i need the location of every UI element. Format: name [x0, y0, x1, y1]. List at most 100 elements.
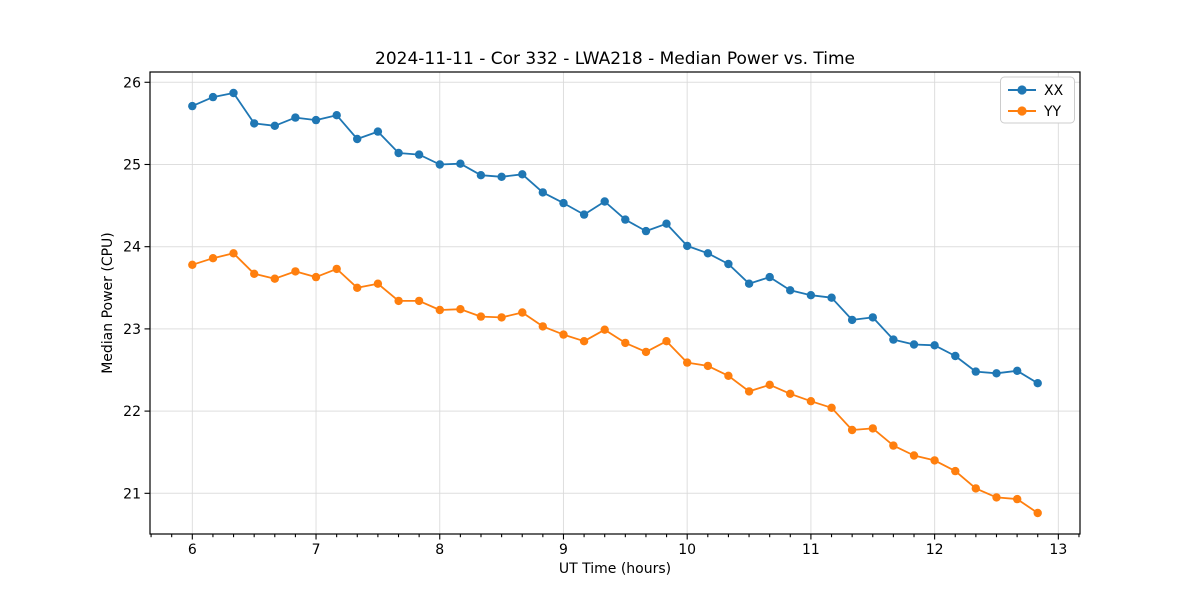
x-tick-label: 13 [1049, 542, 1067, 558]
data-point-xx [703, 249, 713, 258]
data-point-xx [456, 159, 465, 168]
y-tick-label: 23 [123, 322, 141, 338]
data-point-yy [291, 267, 300, 276]
x-tick-label: 7 [312, 542, 321, 558]
legend-marker [1017, 85, 1027, 95]
data-point-xx [641, 226, 651, 236]
data-point-yy [930, 456, 939, 465]
x-tick-label: 12 [926, 542, 944, 558]
data-point-yy [518, 308, 527, 317]
legend-box [1000, 76, 1075, 124]
data-point-xx [538, 188, 547, 197]
data-point-yy [827, 403, 836, 412]
data-point-xx [909, 340, 919, 349]
data-point-xx [332, 111, 341, 120]
data-point-yy [208, 254, 218, 263]
data-point-xx [1033, 379, 1042, 388]
data-point-xx [971, 367, 980, 376]
data-point-yy [806, 397, 816, 406]
data-point-xx [373, 127, 383, 136]
x-axis-label: UT Time (hours) [559, 561, 671, 577]
data-point-yy [744, 387, 754, 396]
data-point-xx [724, 259, 733, 269]
x-tick-label: 6 [188, 542, 197, 558]
data-point-yy [786, 389, 795, 398]
data-point-xx [889, 335, 898, 344]
data-point-yy [188, 260, 197, 269]
data-point-yy [1013, 494, 1022, 504]
data-point-xx [827, 293, 836, 302]
data-point-xx [847, 315, 857, 325]
series-markers-xx [188, 88, 1042, 388]
chart-title: 2024-11-11 - Cor 332 - LWA218 - Median P… [375, 49, 855, 69]
data-point-xx [208, 92, 218, 102]
legend-marker [1017, 106, 1027, 116]
data-point-yy [394, 296, 403, 306]
data-point-xx [930, 341, 939, 350]
data-point-xx [291, 113, 300, 122]
data-point-yy [229, 249, 238, 258]
data-point-yy [765, 380, 774, 389]
y-tick-label: 25 [123, 157, 141, 173]
y-tick-label: 26 [123, 75, 141, 91]
data-point-yy [332, 264, 341, 274]
data-point-xx [270, 121, 279, 130]
data-point-xx [229, 88, 238, 98]
data-point-yy [683, 358, 692, 367]
data-point-yy [971, 484, 980, 493]
data-point-xx [188, 101, 197, 111]
data-point-xx [476, 171, 486, 180]
data-point-yy [909, 451, 919, 460]
data-point-xx [311, 115, 321, 125]
data-point-xx [435, 160, 444, 169]
axes-frame [149, 71, 1081, 535]
data-point-yy [270, 274, 279, 283]
data-point-xx [621, 215, 630, 224]
series-line-xx [191, 92, 1039, 384]
data-point-xx [683, 241, 692, 251]
legend: XX YY [1000, 76, 1075, 124]
data-point-xx [765, 272, 774, 282]
legend-label: YY [1043, 104, 1062, 120]
data-point-yy [414, 296, 424, 306]
data-point-yy [847, 425, 857, 435]
data-point-xx [806, 291, 816, 300]
y-tick-label: 24 [123, 240, 141, 256]
data-point-xx [497, 172, 506, 181]
data-point-yy [435, 305, 444, 315]
x-tick-label: 9 [559, 542, 568, 558]
legend-label: XX [1044, 83, 1064, 99]
legend-item-yy: YY [1008, 104, 1062, 120]
data-point-xx [394, 148, 403, 158]
data-point-yy [456, 305, 465, 314]
data-point-yy [311, 272, 321, 282]
data-point-yy [559, 330, 568, 339]
data-point-yy [538, 322, 547, 331]
data-point-xx [786, 286, 795, 295]
series-markers-yy [188, 249, 1042, 518]
data-point-yy [600, 325, 609, 334]
data-point-xx [250, 119, 259, 128]
data-point-yy [621, 338, 630, 348]
data-point-yy [497, 313, 506, 322]
data-point-xx [662, 219, 671, 228]
data-point-xx [559, 198, 568, 208]
x-tick-label: 11 [802, 542, 820, 558]
data-point-xx [951, 351, 960, 361]
data-point-yy [373, 279, 383, 288]
data-point-yy [992, 493, 1001, 502]
data-point-yy [868, 424, 877, 433]
data-point-xx [414, 150, 424, 159]
data-point-xx [579, 210, 589, 219]
series-line-yy [192, 252, 1039, 514]
data-point-yy [662, 337, 671, 346]
data-point-yy [353, 283, 362, 292]
data-point-xx [1013, 366, 1022, 375]
data-point-yy [250, 269, 259, 278]
data-point-yy [641, 347, 651, 357]
data-point-yy [889, 441, 898, 450]
data-point-yy [703, 361, 713, 371]
data-point-xx [744, 279, 754, 288]
x-tick-label: 10 [678, 542, 696, 558]
